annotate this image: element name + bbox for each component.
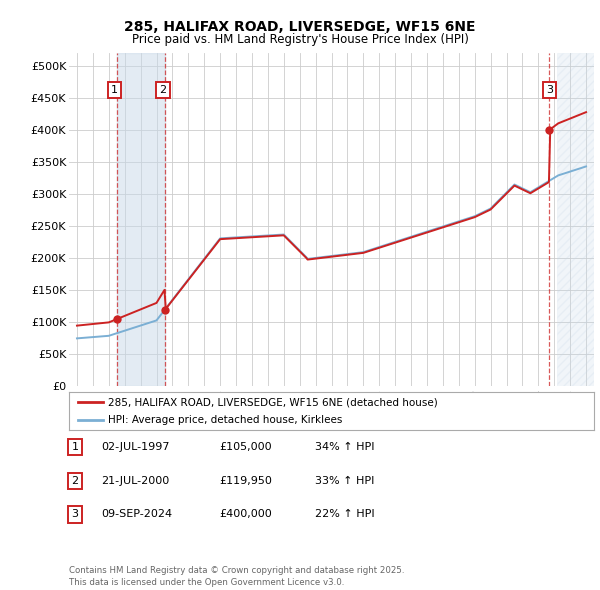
Text: £400,000: £400,000 xyxy=(219,510,272,519)
Text: 34% ↑ HPI: 34% ↑ HPI xyxy=(315,442,374,452)
Text: £105,000: £105,000 xyxy=(219,442,272,452)
Text: 33% ↑ HPI: 33% ↑ HPI xyxy=(315,476,374,486)
Text: £119,950: £119,950 xyxy=(219,476,272,486)
Text: Contains HM Land Registry data © Crown copyright and database right 2025.
This d: Contains HM Land Registry data © Crown c… xyxy=(69,566,404,587)
Text: 02-JUL-1997: 02-JUL-1997 xyxy=(101,442,169,452)
Text: 09-SEP-2024: 09-SEP-2024 xyxy=(101,510,172,519)
Text: 21-JUL-2000: 21-JUL-2000 xyxy=(101,476,169,486)
Bar xyxy=(117,53,165,386)
Text: 2: 2 xyxy=(71,476,79,486)
Text: 285, HALIFAX ROAD, LIVERSEDGE, WF15 6NE: 285, HALIFAX ROAD, LIVERSEDGE, WF15 6NE xyxy=(124,19,476,34)
Text: 1: 1 xyxy=(71,442,79,452)
Text: 22% ↑ HPI: 22% ↑ HPI xyxy=(315,510,374,519)
Text: 3: 3 xyxy=(546,84,553,94)
Text: 3: 3 xyxy=(71,510,79,519)
Text: HPI: Average price, detached house, Kirklees: HPI: Average price, detached house, Kirk… xyxy=(109,415,343,425)
Text: 285, HALIFAX ROAD, LIVERSEDGE, WF15 6NE (detached house): 285, HALIFAX ROAD, LIVERSEDGE, WF15 6NE … xyxy=(109,398,438,407)
Bar xyxy=(557,53,594,386)
Text: 2: 2 xyxy=(160,84,166,94)
Text: 1: 1 xyxy=(111,84,118,94)
Text: Price paid vs. HM Land Registry's House Price Index (HPI): Price paid vs. HM Land Registry's House … xyxy=(131,33,469,46)
